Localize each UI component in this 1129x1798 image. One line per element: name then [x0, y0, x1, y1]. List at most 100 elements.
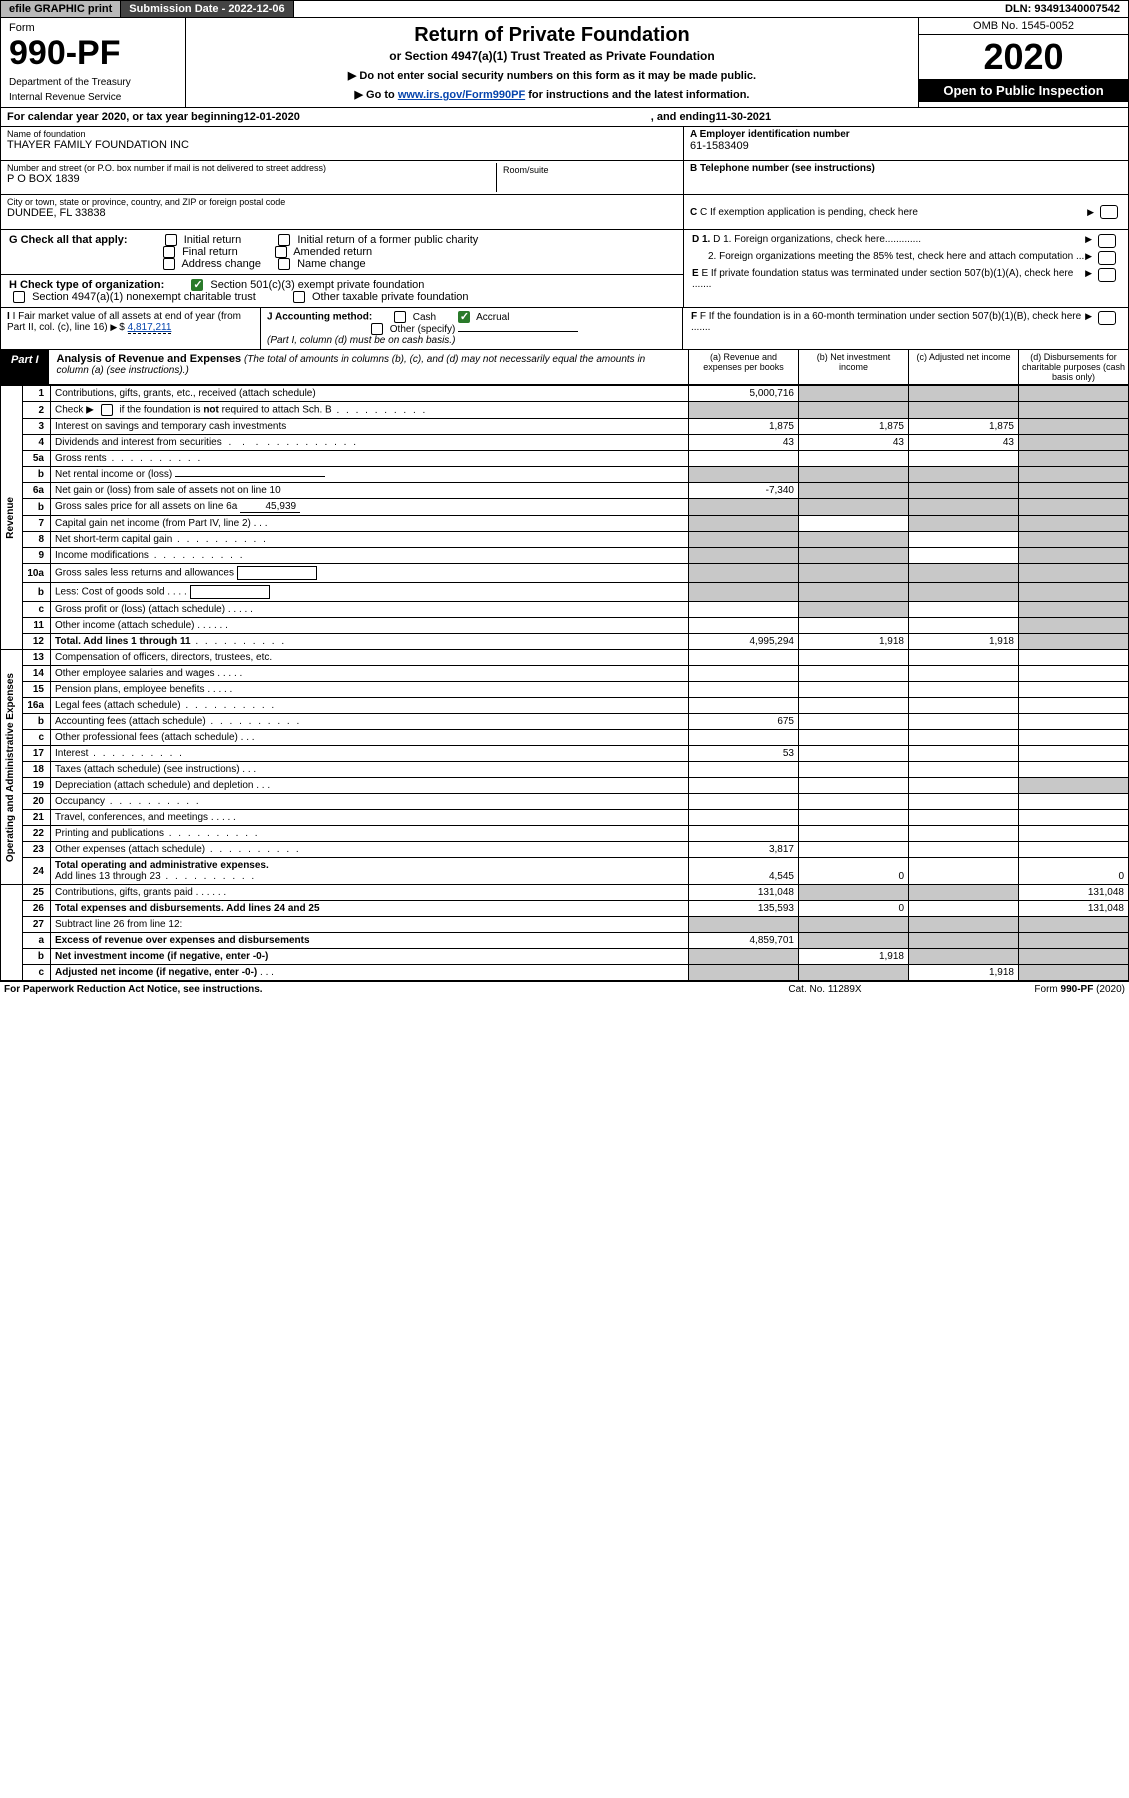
row-5a-desc: Gross rents — [51, 451, 689, 467]
row-19-desc: Depreciation (attach schedule) and deple… — [51, 778, 689, 794]
i-value[interactable]: 4,817,211 — [128, 322, 172, 334]
row-7-desc: Capital gain net income (from Part IV, l… — [51, 516, 689, 532]
submission-date: Submission Date - 2022-12-06 — [121, 1, 293, 17]
instruction-2: ▶ Go to www.irs.gov/Form990PF for instru… — [192, 88, 912, 101]
row-10b-desc: Less: Cost of goods sold . . . . — [51, 583, 689, 602]
row-10a-desc: Gross sales less returns and allowances — [51, 564, 689, 583]
row-22-desc: Printing and publications — [51, 826, 689, 842]
row-6b-desc: Gross sales price for all assets on line… — [51, 499, 689, 516]
e-checkbox[interactable] — [1098, 268, 1116, 282]
identity-block: Name of foundation THAYER FAMILY FOUNDAT… — [0, 127, 1129, 230]
j-other-checkbox[interactable] — [371, 323, 383, 335]
form-title: Return of Private Foundation — [192, 24, 912, 47]
g-label: G Check all that apply: — [9, 234, 128, 246]
row-27b-desc: Net investment income (if negative, ente… — [51, 949, 689, 965]
c-label: C C If exemption application is pending,… — [690, 207, 1087, 218]
ein-label: A Employer identification number — [690, 129, 1122, 140]
form-label: Form — [9, 22, 177, 34]
row-27c-desc: Adjusted net income (if negative, enter … — [51, 965, 689, 981]
footer-cat: Cat. No. 11289X — [725, 984, 925, 995]
form-subtitle: or Section 4947(a)(1) Trust Treated as P… — [192, 49, 912, 63]
row-10c-desc: Gross profit or (loss) (attach schedule)… — [51, 602, 689, 618]
dept-treasury: Department of the Treasury — [9, 77, 177, 88]
ein-value: 61-1583409 — [690, 140, 1122, 152]
row-4-desc: Dividends and interest from securities .… — [51, 435, 689, 451]
part-1-table: Revenue 1Contributions, gifts, grants, e… — [0, 385, 1129, 981]
form-header: Form 990-PF Department of the Treasury I… — [0, 18, 1129, 108]
expenses-side-label: Operating and Administrative Expenses — [5, 673, 18, 862]
d2-checkbox[interactable] — [1098, 251, 1116, 265]
row-24-desc: Total operating and administrative expen… — [51, 858, 689, 885]
row-1-a: 5,000,716 — [689, 386, 799, 402]
calendar-year-row: For calendar year 2020, or tax year begi… — [0, 108, 1129, 127]
d1-label: D 1. D 1. Foreign organizations, check h… — [692, 234, 1085, 248]
j-note: (Part I, column (d) must be on cash basi… — [267, 335, 455, 346]
row-17-desc: Interest — [51, 746, 689, 762]
city-value: DUNDEE, FL 33838 — [7, 207, 677, 219]
row-1-desc: Contributions, gifts, grants, etc., rece… — [51, 386, 689, 402]
addr-value: P O BOX 1839 — [7, 173, 496, 185]
footer-notice: For Paperwork Reduction Act Notice, see … — [4, 984, 725, 995]
row-6a-desc: Net gain or (loss) from sale of assets n… — [51, 483, 689, 499]
efile-link[interactable]: efile GRAPHIC print — [1, 1, 121, 17]
c-checkbox[interactable] — [1100, 205, 1118, 219]
row-11-desc: Other income (attach schedule) . . . . .… — [51, 618, 689, 634]
page-footer: For Paperwork Reduction Act Notice, see … — [0, 981, 1129, 997]
h-501c3-checkbox[interactable] — [191, 279, 203, 291]
row-12-desc: Total. Add lines 1 through 11 — [51, 634, 689, 650]
row-14-desc: Other employee salaries and wages . . . … — [51, 666, 689, 682]
col-a-header: (a) Revenue and expenses per books — [688, 350, 798, 384]
irs-link[interactable]: www.irs.gov/Form990PF — [398, 89, 525, 101]
row-21-desc: Travel, conferences, and meetings . . . … — [51, 810, 689, 826]
j-cash-checkbox[interactable] — [394, 311, 406, 323]
form-number: 990-PF — [9, 34, 177, 73]
room-label: Room/suite — [497, 163, 677, 192]
g-addr-change-checkbox[interactable] — [163, 258, 175, 270]
section-g-h: G Check all that apply: Initial return I… — [0, 230, 1129, 308]
j-accrual-checkbox[interactable] — [458, 311, 470, 323]
row-18-desc: Taxes (attach schedule) (see instruction… — [51, 762, 689, 778]
row-26-desc: Total expenses and disbursements. Add li… — [51, 901, 689, 917]
j-label: J Accounting method: — [267, 312, 372, 323]
d1-checkbox[interactable] — [1098, 234, 1116, 248]
row-3-desc: Interest on savings and temporary cash i… — [51, 419, 689, 435]
i-label: I Fair market value of all assets at end… — [7, 311, 241, 333]
part-1-header: Part I Analysis of Revenue and Expenses … — [0, 350, 1129, 385]
h-other-checkbox[interactable] — [293, 291, 305, 303]
row-15-desc: Pension plans, employee benefits . . . .… — [51, 682, 689, 698]
col-d-header: (d) Disbursements for charitable purpose… — [1018, 350, 1128, 384]
row-23-desc: Other expenses (attach schedule) — [51, 842, 689, 858]
g-name-change-checkbox[interactable] — [278, 258, 290, 270]
g-initial-former-checkbox[interactable] — [278, 234, 290, 246]
topbar: efile GRAPHIC print Submission Date - 20… — [0, 0, 1129, 18]
col-c-header: (c) Adjusted net income — [908, 350, 1018, 384]
f-label: F F If the foundation is in a 60-month t… — [691, 311, 1085, 333]
revenue-side-label: Revenue — [5, 497, 18, 539]
sch-b-checkbox[interactable] — [101, 404, 113, 416]
f-checkbox[interactable] — [1098, 311, 1116, 325]
row-16b-desc: Accounting fees (attach schedule) — [51, 714, 689, 730]
row-27a-desc: Excess of revenue over expenses and disb… — [51, 933, 689, 949]
footer-form: Form 990-PF (2020) — [925, 984, 1125, 995]
row-16c-desc: Other professional fees (attach schedule… — [51, 730, 689, 746]
g-final-checkbox[interactable] — [163, 246, 175, 258]
tax-year: 2020 — [919, 35, 1128, 79]
h-4947-checkbox[interactable] — [13, 291, 25, 303]
g-initial-checkbox[interactable] — [165, 234, 177, 246]
dln: DLN: 93491340007542 — [997, 1, 1128, 17]
city-label: City or town, state or province, country… — [7, 197, 677, 207]
name-label: Name of foundation — [7, 129, 677, 139]
phone-label: B Telephone number (see instructions) — [690, 163, 1122, 174]
instruction-1: ▶ Do not enter social security numbers o… — [192, 69, 912, 82]
irs-label: Internal Revenue Service — [9, 92, 177, 103]
addr-label: Number and street (or P.O. box number if… — [7, 163, 496, 173]
row-9-desc: Income modifications — [51, 548, 689, 564]
part-1-title: Analysis of Revenue and Expenses — [57, 353, 242, 365]
omb-number: OMB No. 1545-0052 — [919, 18, 1128, 35]
row-2-desc: Check ▶ if the foundation is not require… — [51, 402, 689, 419]
g-amended-checkbox[interactable] — [275, 246, 287, 258]
col-b-header: (b) Net investment income — [798, 350, 908, 384]
h-label: H Check type of organization: — [9, 279, 164, 291]
open-to-public: Open to Public Inspection — [919, 79, 1128, 102]
row-20-desc: Occupancy — [51, 794, 689, 810]
